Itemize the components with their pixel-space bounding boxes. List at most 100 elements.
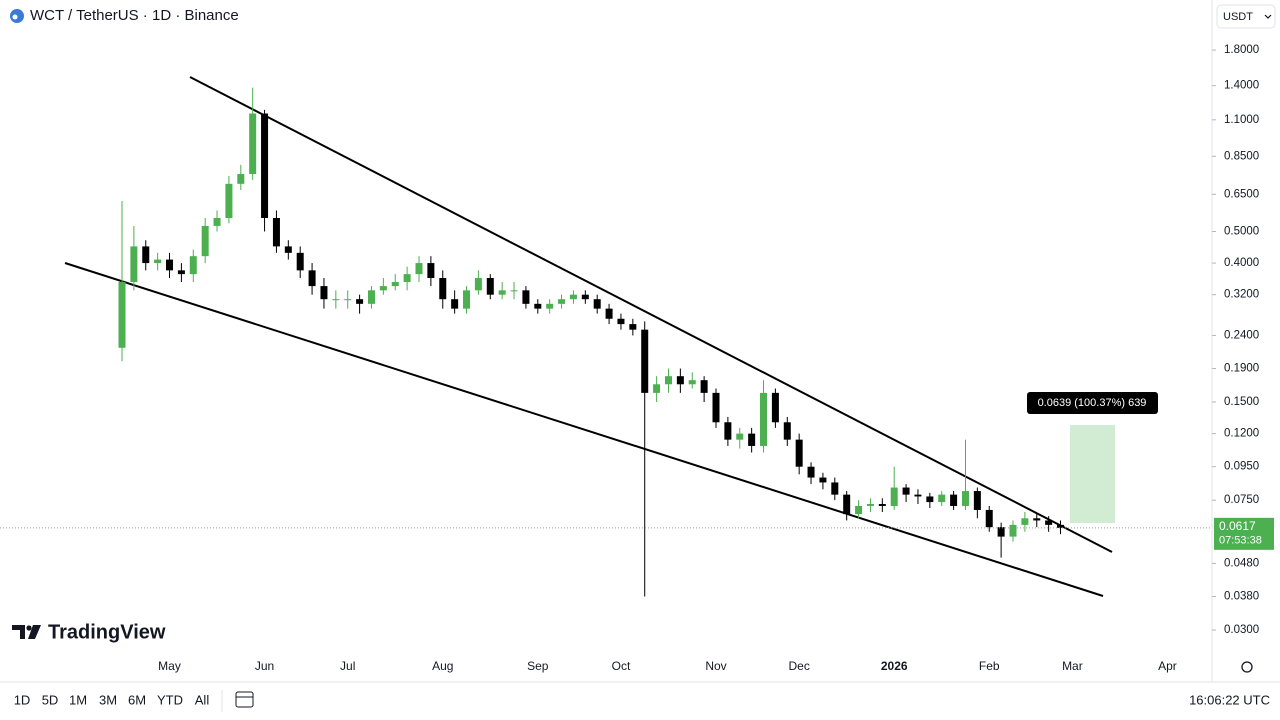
candle-body <box>736 433 744 440</box>
range-button[interactable]: 5D <box>42 692 59 707</box>
candle-body <box>997 527 1005 537</box>
candle-body <box>344 299 352 301</box>
x-tick-label: Feb <box>979 659 1000 673</box>
candle-body <box>831 482 839 495</box>
candle-body <box>926 496 934 503</box>
candle-body <box>593 299 601 309</box>
range-button[interactable]: 1D <box>14 692 31 707</box>
logo-mark <box>28 625 41 639</box>
x-tick-label: Oct <box>612 659 631 673</box>
candle-body <box>890 487 898 506</box>
y-tick-label: 0.3200 <box>1224 289 1259 301</box>
candle-body <box>985 509 993 528</box>
range-button[interactable]: All <box>195 692 210 707</box>
candles <box>118 87 1065 597</box>
range-button[interactable]: 3M <box>99 692 117 707</box>
y-tick-label: 0.1900 <box>1224 363 1259 375</box>
y-tick-label: 0.1200 <box>1224 428 1259 440</box>
candle-body <box>189 256 197 275</box>
candle-body <box>902 487 910 495</box>
candle-body <box>712 392 720 423</box>
currency-caret[interactable] <box>1264 14 1272 19</box>
candle-body <box>688 380 696 385</box>
candle-body <box>581 294 589 300</box>
candle-body <box>748 433 756 446</box>
settings-icon[interactable] <box>1241 661 1253 673</box>
currency-label[interactable]: USDT <box>1223 11 1253 23</box>
y-tick-label: 1.1000 <box>1224 114 1259 126</box>
symbol-icon-dot <box>12 14 18 20</box>
candle-body <box>415 263 423 275</box>
y-tick-label: 0.0750 <box>1224 494 1259 506</box>
candle-body <box>498 290 506 295</box>
range-button[interactable]: 6M <box>128 692 146 707</box>
x-tick-label: Nov <box>705 659 726 673</box>
calendar-icon[interactable] <box>235 691 254 708</box>
range-button[interactable]: YTD <box>157 692 183 707</box>
candle-body <box>914 494 922 497</box>
x-tick-label: Aug <box>432 659 453 673</box>
candle-body <box>249 113 257 175</box>
clock: 16:06:22 UTC <box>1189 692 1270 707</box>
watermark-text: TradingView <box>48 621 166 643</box>
currency-button[interactable] <box>1216 4 1276 29</box>
logo-mark <box>12 625 25 639</box>
y-tick-label: 0.0480 <box>1224 557 1259 569</box>
candle-body <box>724 422 732 440</box>
candle-body <box>486 278 494 295</box>
calendar-frame[interactable] <box>235 691 254 708</box>
candle-body <box>427 263 435 279</box>
measure-box <box>1070 425 1115 523</box>
trend-line-upper <box>189 76 1113 553</box>
candle-body <box>973 491 981 510</box>
candle-body <box>664 376 672 385</box>
candle-body <box>961 491 969 506</box>
x-tick-label: Apr <box>1158 659 1177 673</box>
candle-body <box>261 113 269 218</box>
trend-line-lower <box>64 262 1104 597</box>
candle-body <box>154 259 162 264</box>
candle-body <box>938 494 946 503</box>
candle-body <box>819 477 827 483</box>
countdown: 07:53:38 <box>1219 535 1262 547</box>
candle-body <box>771 392 779 423</box>
y-tick-label: 0.0950 <box>1224 461 1259 473</box>
candle-body <box>866 504 874 506</box>
candle-body <box>356 299 364 304</box>
candle-body <box>1057 524 1065 528</box>
candle-body <box>676 376 684 385</box>
candle-body <box>118 282 126 348</box>
x-tick-label: Jun <box>255 659 274 673</box>
x-tick-label: Dec <box>788 659 809 673</box>
candle-body <box>272 217 280 247</box>
candle-body <box>201 225 209 257</box>
candle-body <box>177 270 185 275</box>
candle-body <box>1033 518 1041 521</box>
candle-body <box>213 217 221 226</box>
candle-body <box>332 299 340 301</box>
candle-body <box>510 290 518 292</box>
last-price-label: 0.0617 <box>1219 519 1256 533</box>
x-tick-label: Jul <box>340 659 355 673</box>
candle-body <box>783 422 791 440</box>
candle-body <box>700 380 708 393</box>
candle-body <box>558 299 566 304</box>
y-tick-label: 0.6500 <box>1224 188 1259 200</box>
candle-body <box>843 494 851 515</box>
y-tick-label: 1.8000 <box>1224 44 1259 56</box>
candle-body <box>1045 520 1053 525</box>
symbol-title: WCT / TetherUS · 1D · Binance <box>30 7 239 24</box>
candle-body <box>367 290 375 304</box>
y-tick-label: 0.8500 <box>1224 150 1259 162</box>
candle-body <box>320 286 328 300</box>
candle-body <box>569 294 577 300</box>
candle-body <box>379 286 387 291</box>
candle-body <box>546 303 554 309</box>
range-button[interactable]: 1M <box>69 692 87 707</box>
candle-body <box>451 299 459 309</box>
y-tick-label: 0.1500 <box>1224 396 1259 408</box>
x-tick-label: Sep <box>527 659 549 673</box>
y-tick-label: 0.5000 <box>1224 226 1259 238</box>
